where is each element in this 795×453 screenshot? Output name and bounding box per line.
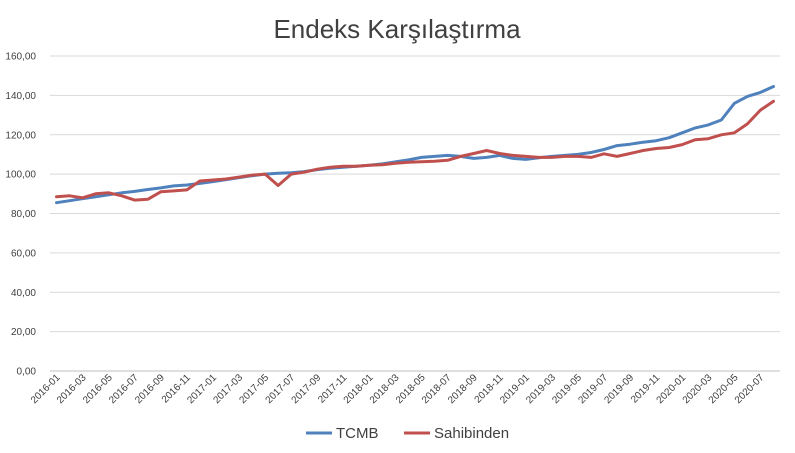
y-tick-label: 40,00 — [11, 288, 36, 299]
legend-label: Sahibinden — [434, 425, 509, 442]
y-tick-label: 140,00 — [5, 91, 36, 102]
legend-label: TCMB — [336, 425, 379, 442]
y-tick-label: 100,00 — [5, 170, 36, 181]
series-line-sahibinden — [55, 99, 775, 202]
y-tick-label: 60,00 — [11, 248, 36, 259]
y-tick-label: 0,00 — [17, 367, 37, 378]
series-lines — [55, 85, 775, 205]
y-tick-label: 20,00 — [11, 327, 36, 338]
x-axis-ticks: 2016-012016-032016-052016-072016-092016-… — [29, 372, 767, 406]
gridlines — [50, 55, 780, 372]
x-tick-label: 2020-07 — [733, 372, 767, 406]
legend: TCMB Sahibinden — [306, 425, 509, 442]
y-axis-ticks: 0,00 20,00 40,00 60,00 80,00 100,00 120,00 140,… — [5, 52, 36, 378]
y-tick-label: 120,00 — [5, 130, 36, 141]
chart-title: Endeks Karşılaştırma — [273, 14, 521, 44]
y-tick-label: 160,00 — [5, 52, 36, 63]
series-line-tcmb — [55, 85, 775, 205]
y-tick-label: 80,00 — [11, 209, 36, 220]
